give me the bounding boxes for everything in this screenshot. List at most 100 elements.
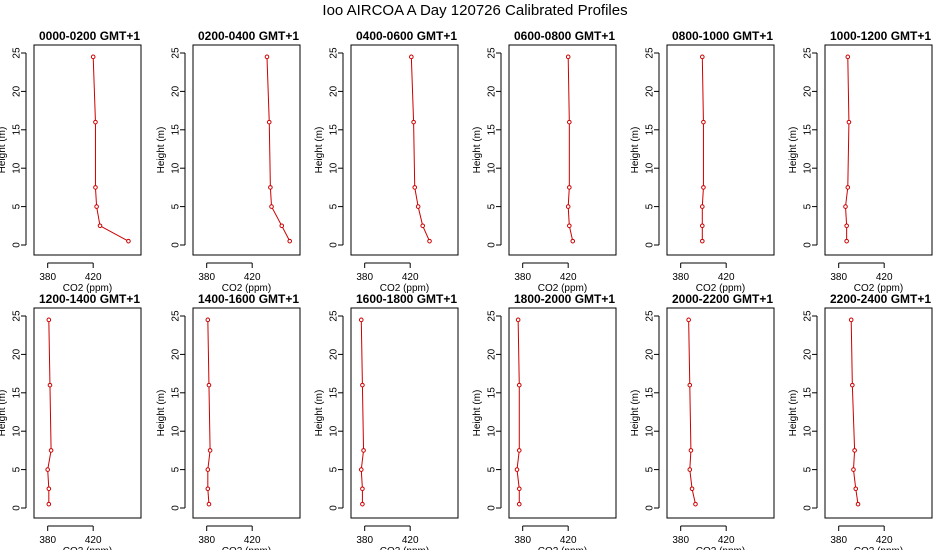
x-axis-label: CO2 (ppm): [63, 283, 112, 294]
data-point: [700, 223, 705, 229]
y-axis-label: Height (m): [314, 390, 325, 437]
data-point: [94, 204, 99, 209]
y-tick-label: 10: [171, 162, 182, 174]
data-point: [852, 448, 857, 453]
x-axis-label: CO2 (ppm): [380, 546, 429, 550]
plot-frame: [192, 307, 301, 519]
y-tick-label: 20: [329, 85, 340, 97]
y-tick-label: 25: [487, 310, 498, 322]
y-tick-label: 25: [803, 47, 814, 59]
panel-title: 1800-2000 GMT+1: [514, 292, 615, 306]
x-tick-label: 420: [718, 272, 735, 283]
data-point: [47, 382, 53, 388]
y-tick-label: 25: [171, 310, 182, 322]
data-point: [700, 54, 705, 60]
y-tick-label: 15: [803, 387, 814, 399]
y-tick-label: 25: [12, 310, 23, 322]
panel-title: 2000-2200 GMT+1: [672, 292, 773, 306]
profile-line: [701, 56, 704, 242]
data-point: [48, 448, 54, 453]
profile-line: [688, 319, 696, 505]
x-axis-label: CO2 (ppm): [854, 546, 903, 550]
data-point: [206, 501, 212, 507]
y-tick-label: 5: [803, 466, 814, 472]
y-tick-label: 25: [171, 47, 182, 59]
y-tick-label: 0: [803, 242, 814, 248]
data-point: [205, 486, 211, 492]
data-point: [516, 448, 522, 453]
y-tick-label: 20: [645, 348, 656, 360]
y-tick-label: 0: [171, 505, 182, 511]
panel-title: 2200-2400 GMT+1: [830, 292, 931, 306]
y-axis-label: Height (m): [156, 127, 167, 174]
y-axis-label: Height (m): [156, 390, 167, 437]
panel-title: 0400-0600 GMT+1: [356, 29, 457, 43]
x-tick-label: 420: [560, 272, 577, 283]
y-tick-label: 10: [12, 425, 23, 437]
y-tick-label: 25: [645, 310, 656, 322]
data-point: [46, 486, 52, 492]
data-point: [516, 501, 522, 507]
data-point: [700, 238, 705, 244]
x-tick-label: 420: [244, 535, 261, 546]
y-axis-label: Height (m): [472, 390, 483, 437]
panel-title: 0000-0200 GMT+1: [39, 29, 140, 43]
x-tick-label: 380: [198, 272, 215, 283]
x-tick-label: 420: [402, 535, 419, 546]
y-tick-label: 15: [171, 387, 182, 399]
y-tick-label: 0: [645, 505, 656, 511]
data-point: [360, 501, 365, 507]
data-point: [565, 204, 571, 209]
data-point: [567, 119, 572, 125]
y-tick-label: 20: [645, 85, 656, 97]
y-tick-label: 10: [645, 425, 656, 437]
data-point: [845, 185, 851, 190]
x-tick-label: 380: [672, 272, 689, 283]
y-tick-label: 20: [12, 348, 23, 360]
y-tick-label: 15: [487, 124, 498, 136]
y-tick-label: 5: [487, 203, 498, 209]
y-tick-label: 25: [329, 310, 340, 322]
data-point: [287, 238, 293, 244]
data-point: [567, 223, 572, 229]
y-tick-label: 15: [803, 124, 814, 136]
x-axis-label: CO2 (ppm): [222, 546, 271, 550]
y-tick-label: 15: [329, 387, 340, 399]
y-axis-label: Height (m): [788, 390, 799, 437]
profile-line: [92, 56, 129, 242]
y-tick-label: 20: [171, 85, 182, 97]
x-tick-label: 420: [244, 272, 261, 283]
y-tick-label: 10: [329, 162, 340, 174]
y-tick-label: 20: [329, 348, 340, 360]
y-tick-label: 5: [803, 203, 814, 209]
y-axis-label: Height (m): [788, 127, 799, 174]
y-tick-label: 5: [645, 466, 656, 472]
data-point: [567, 185, 572, 190]
plot-frame: [824, 307, 933, 519]
y-tick-label: 5: [171, 203, 182, 209]
y-tick-label: 20: [803, 348, 814, 360]
data-point: [844, 238, 849, 244]
data-point: [279, 223, 285, 229]
y-tick-label: 10: [329, 425, 340, 437]
panel-title: 0600-0800 GMT+1: [514, 29, 615, 43]
data-point: [45, 467, 50, 472]
data-point: [844, 223, 849, 229]
y-tick-label: 20: [12, 85, 23, 97]
data-point: [93, 185, 98, 190]
profile-line: [207, 319, 211, 505]
x-axis-label: CO2 (ppm): [538, 283, 587, 294]
data-point: [360, 382, 365, 388]
profile-line: [850, 319, 859, 505]
y-tick-label: 25: [12, 47, 23, 59]
x-tick-label: 380: [514, 272, 531, 283]
panel-title: 1600-1800 GMT+1: [356, 292, 457, 306]
plot-frame: [192, 44, 301, 256]
data-point: [90, 54, 96, 60]
panel-title: 1200-1400 GMT+1: [39, 292, 140, 306]
data-point: [269, 204, 274, 209]
y-tick-label: 15: [645, 387, 656, 399]
data-point: [693, 501, 698, 507]
y-tick-label: 20: [487, 348, 498, 360]
y-tick-label: 20: [171, 348, 182, 360]
